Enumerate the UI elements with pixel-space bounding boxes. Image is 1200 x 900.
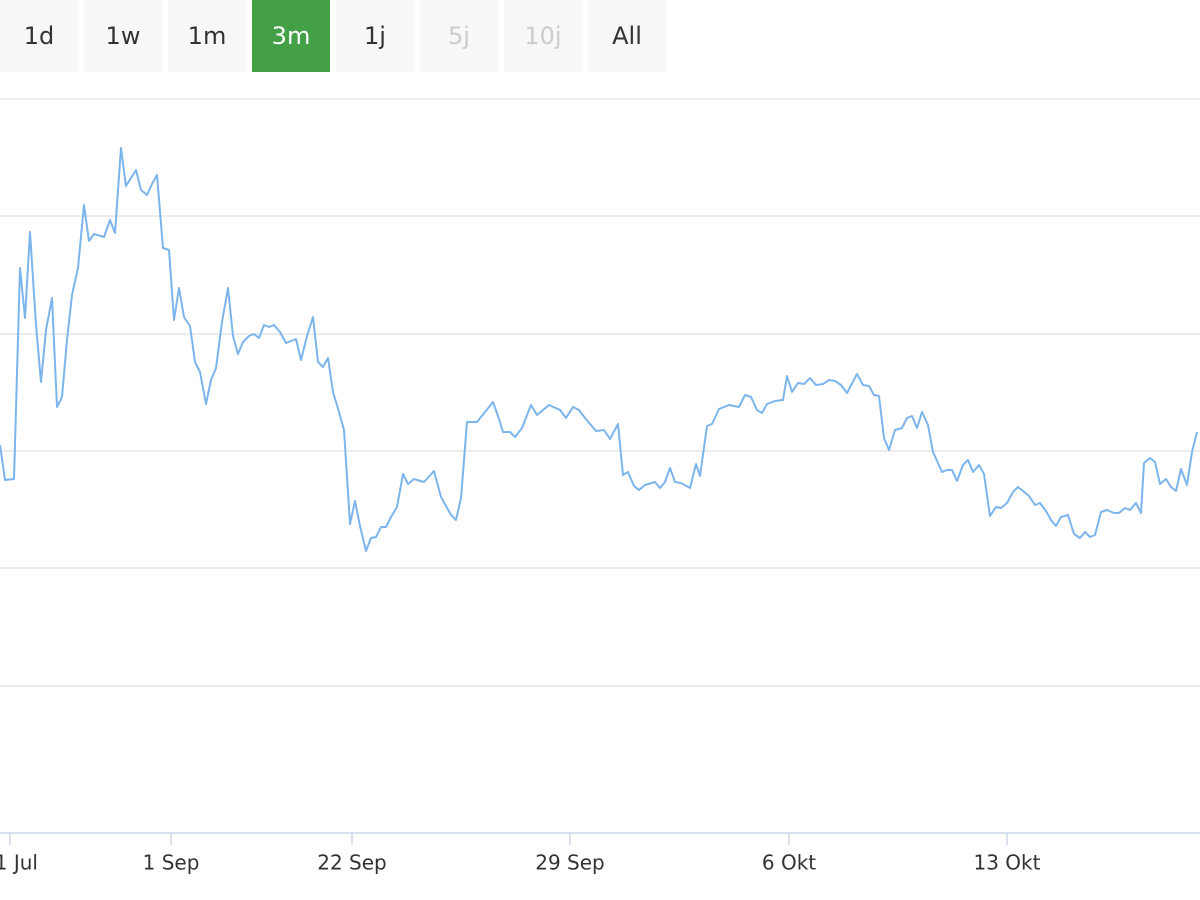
x-tick-label: 13 Okt xyxy=(974,851,1041,875)
range-button[interactable]: All xyxy=(588,0,666,72)
range-button: 5j xyxy=(420,0,498,72)
range-button[interactable]: 1w xyxy=(84,0,162,72)
range-button[interactable]: 1m xyxy=(168,0,246,72)
range-button[interactable]: 1d xyxy=(0,0,78,72)
x-tick-label: 1 Sep xyxy=(143,851,200,875)
x-tick-label: 21 Jul xyxy=(0,851,38,875)
x-tick-label: 29 Sep xyxy=(535,851,605,875)
range-button[interactable]: 3m xyxy=(252,0,330,72)
x-tick-label: 6 Okt xyxy=(762,851,816,875)
range-selector: 1d 1w 1m 3m 1j 5j 10j All xyxy=(0,0,666,72)
x-tick-label: 22 Sep xyxy=(317,851,387,875)
range-button: 10j xyxy=(504,0,582,72)
range-button[interactable]: 1j xyxy=(336,0,414,72)
price-line xyxy=(0,147,1198,552)
